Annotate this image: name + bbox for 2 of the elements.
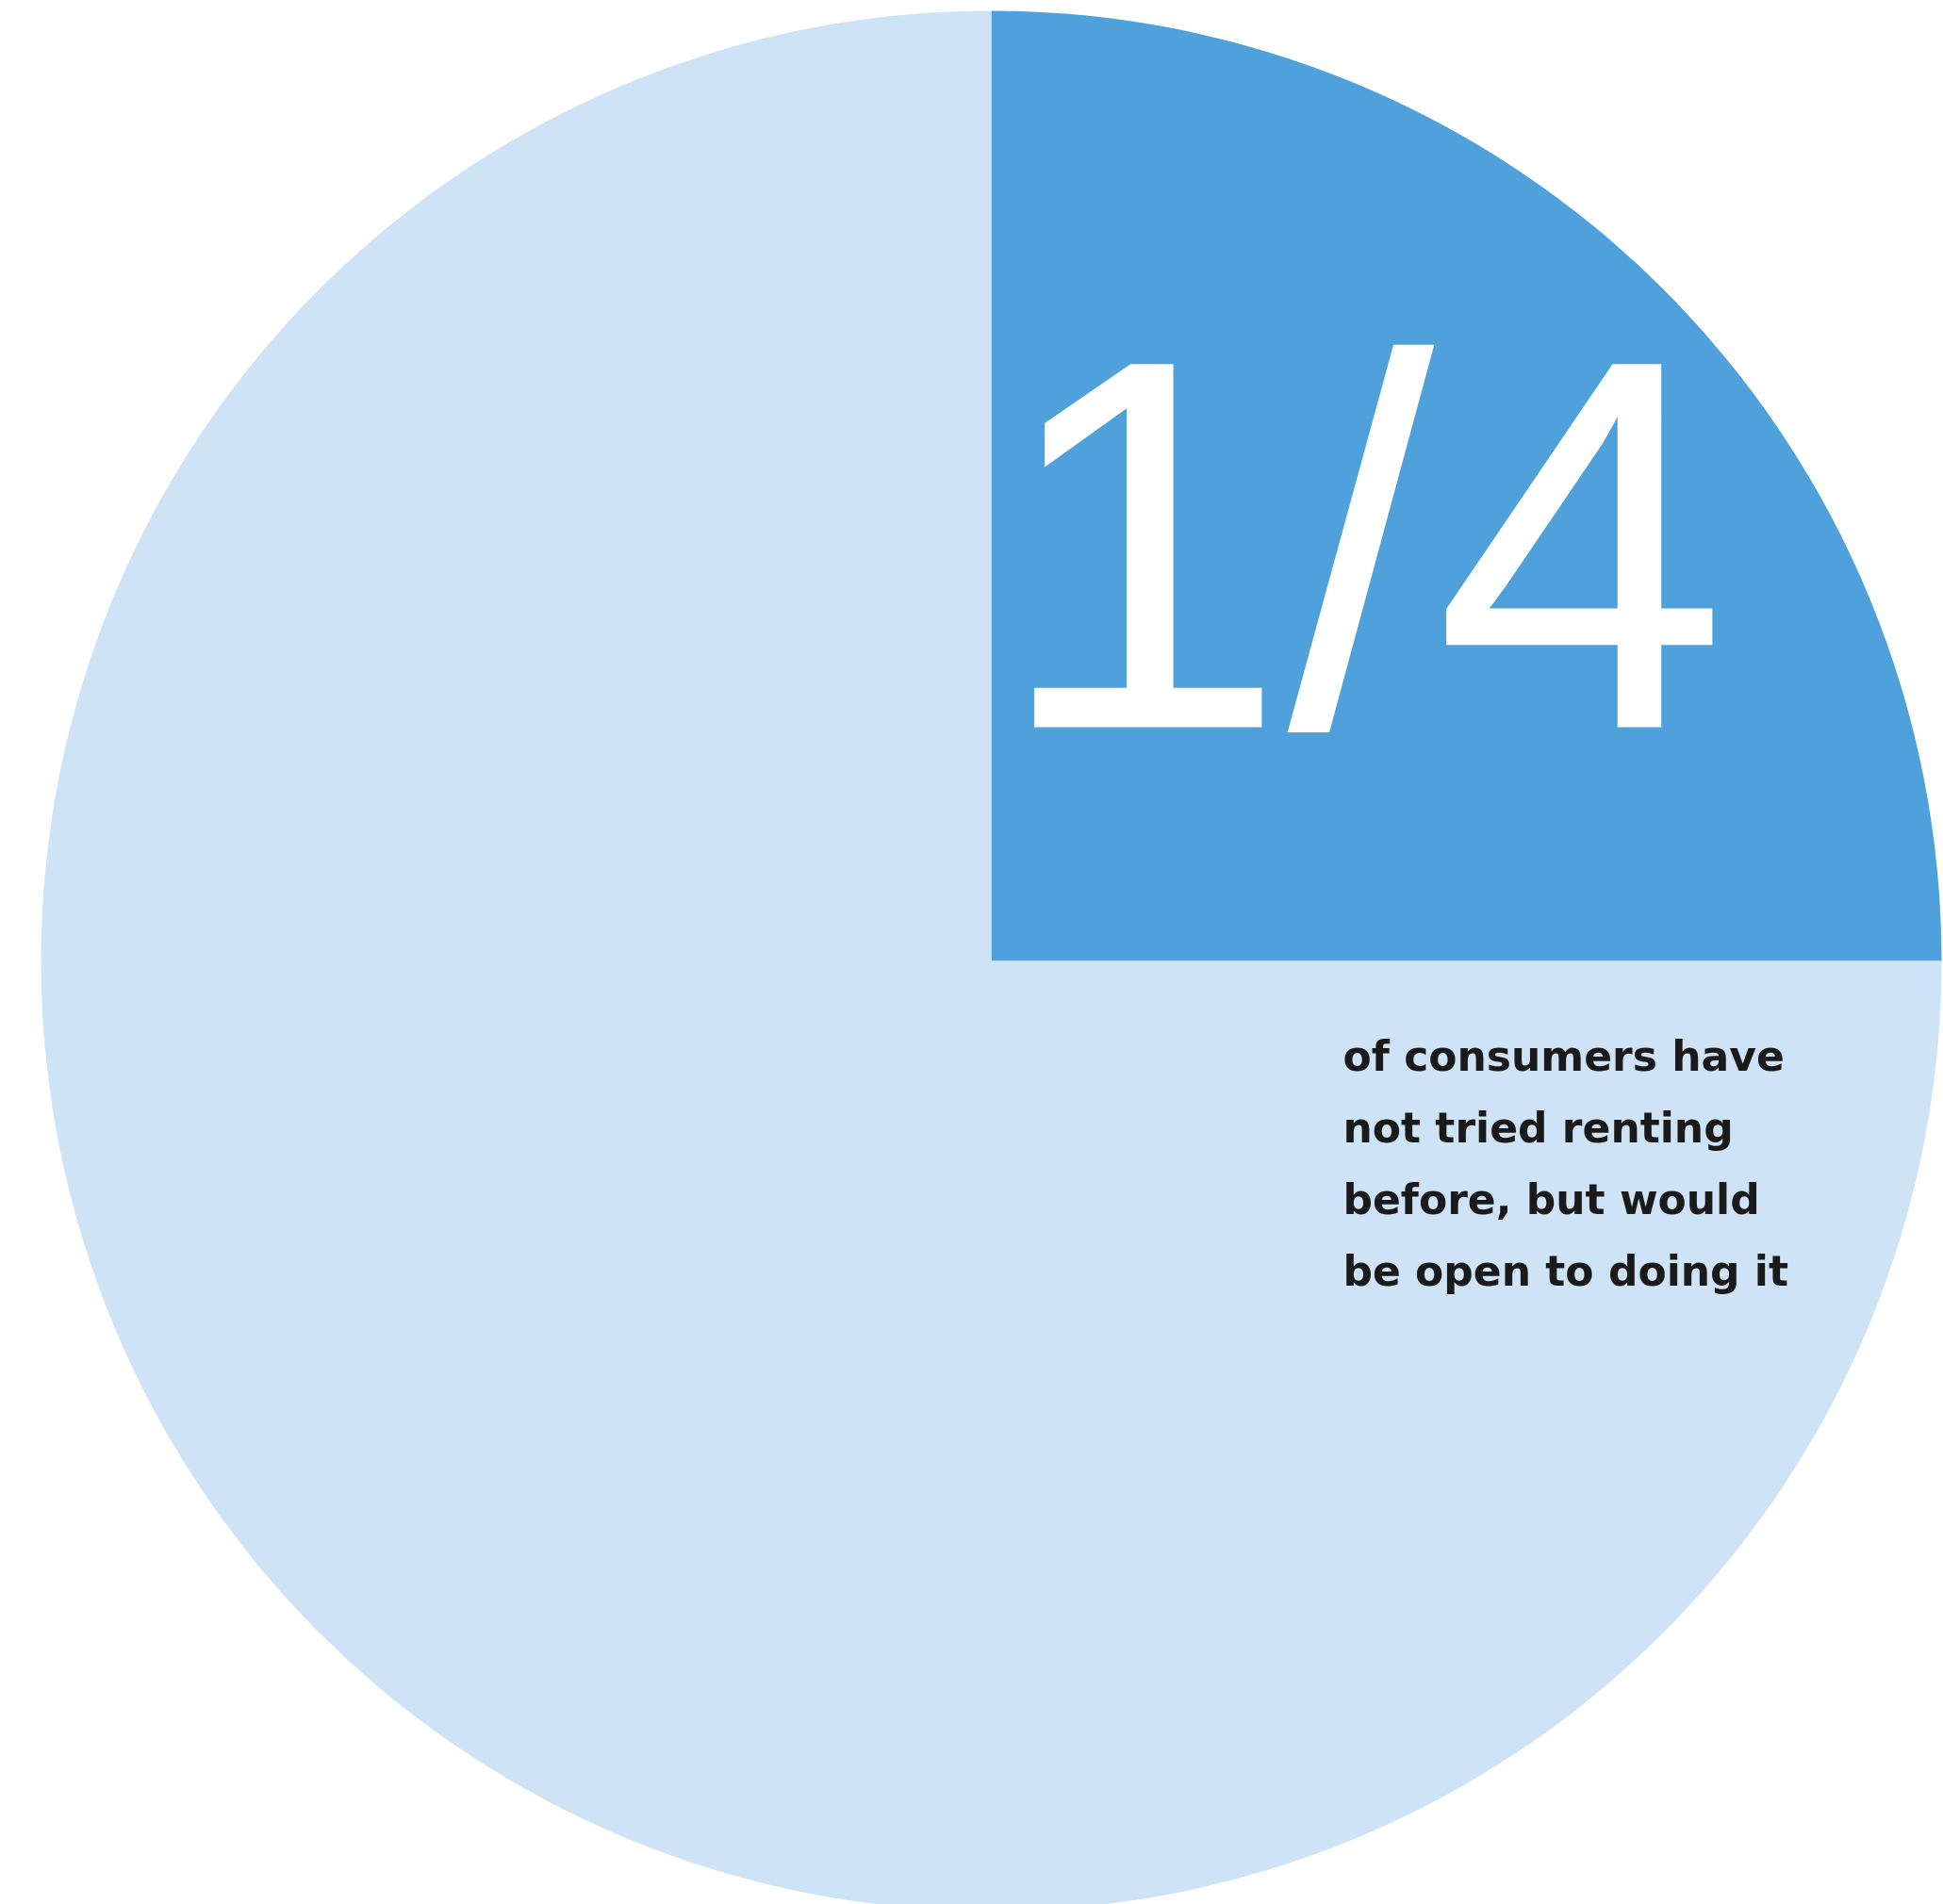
text: of consumers have not tried renting before, but would be open to doing it	[1342, 1031, 1788, 1295]
text: 1/4	[994, 249, 1728, 840]
